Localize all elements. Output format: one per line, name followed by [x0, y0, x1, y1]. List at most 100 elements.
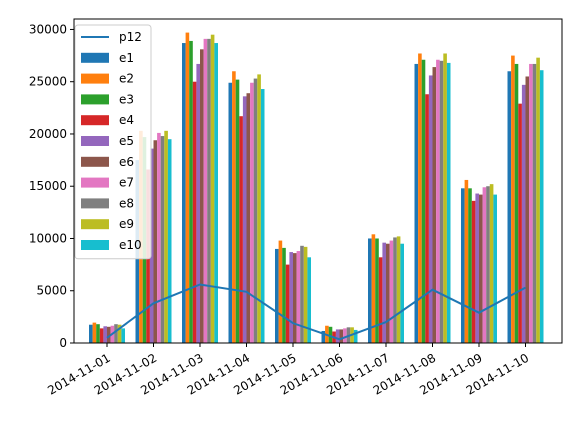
- bar-e3-2014-11-09: [468, 188, 472, 343]
- legend-swatch-e2: [81, 73, 109, 84]
- bar-e4-2014-11-09: [471, 200, 476, 343]
- bar-e8-2014-11-04: [253, 78, 258, 343]
- bar-e5-2014-11-05: [289, 252, 293, 343]
- bar-e2-2014-11-03: [185, 32, 190, 344]
- bar-e6-2014-11-04: [246, 93, 251, 344]
- bar-e6-2014-11-02: [153, 140, 158, 343]
- bar-e9-2014-11-07: [396, 236, 401, 343]
- bar-e5-2014-11-02: [149, 148, 154, 343]
- legend-swatch-e4: [81, 115, 109, 126]
- bar-e3-2014-11-03: [189, 40, 193, 343]
- bar-e4-2014-11-05: [285, 264, 290, 343]
- bar-e1-2014-11-01: [89, 324, 93, 343]
- bar-e5-2014-11-04: [242, 96, 247, 343]
- legend-swatch-e6: [81, 156, 109, 167]
- bar-e9-2014-11-08: [443, 53, 447, 344]
- bar-e5-2014-11-03: [196, 63, 200, 343]
- bar-e8-2014-11-03: [207, 38, 211, 344]
- bar-e7-2014-11-05: [296, 251, 301, 343]
- legend-label-e4: e4: [119, 113, 134, 127]
- bar-e3-2014-11-08: [421, 59, 426, 343]
- bar-e9-2014-11-09: [489, 184, 494, 343]
- bar-e8-2014-11-02: [160, 136, 165, 343]
- bar-e3-2014-11-01: [96, 324, 100, 343]
- legend-swatch-e9: [81, 219, 109, 230]
- bar-e5-2014-11-09: [475, 193, 479, 343]
- bar-e8-2014-11-05: [300, 245, 304, 343]
- bar-e1-2014-11-07: [368, 238, 372, 343]
- bar-e7-2014-11-07: [389, 240, 394, 343]
- bar-e4-2014-11-01: [99, 328, 104, 343]
- legend-label-e5: e5: [119, 134, 134, 148]
- bar-e5-2014-11-06: [335, 329, 340, 343]
- bar-e10-2014-11-06: [353, 329, 358, 343]
- legend-swatch-e7: [81, 177, 109, 188]
- bar-e7-2014-11-09: [482, 187, 487, 343]
- bar-e6-2014-11-03: [200, 49, 204, 344]
- bar-e2-2014-11-08: [418, 53, 422, 344]
- bar-e8-2014-11-09: [486, 186, 490, 343]
- bar-e2-2014-11-10: [511, 55, 515, 343]
- bar-e1-2014-11-05: [275, 248, 279, 343]
- axes-frame: [73, 18, 563, 344]
- bar-e10-2014-11-10: [539, 70, 544, 344]
- y-tick-label: 20000: [29, 127, 67, 141]
- bar-e10-2014-11-02: [167, 139, 172, 343]
- legend-label-e3: e3: [119, 92, 134, 106]
- bar-e7-2014-11-08: [436, 59, 440, 343]
- legend-label-e8: e8: [119, 196, 134, 210]
- bar-e1-2014-11-08: [414, 63, 419, 343]
- bar-e4-2014-11-08: [425, 94, 429, 343]
- y-tick-label: 30000: [29, 22, 67, 36]
- bar-e1-2014-11-10: [507, 71, 512, 343]
- bar-e4-2014-11-04: [239, 116, 243, 343]
- y-tick-label: 0: [59, 336, 67, 350]
- bar-e4-2014-11-03: [192, 81, 197, 344]
- bar-e10-2014-11-05: [307, 257, 311, 343]
- legend-label-e10: e10: [119, 238, 142, 252]
- legend-label-e1: e1: [119, 51, 134, 65]
- bar-e4-2014-11-07: [378, 257, 383, 343]
- bar-e1-2014-11-04: [228, 82, 233, 343]
- bar-e6-2014-11-05: [293, 253, 297, 343]
- bar-e10-2014-11-07: [400, 243, 404, 343]
- bar-e8-2014-11-10: [532, 63, 537, 343]
- legend-swatch-e5: [81, 136, 109, 146]
- bar-e3-2014-11-05: [282, 247, 286, 343]
- bar-e8-2014-11-01: [114, 324, 118, 343]
- bar-e9-2014-11-02: [164, 130, 168, 343]
- bar-e10-2014-11-03: [214, 43, 218, 343]
- bar-e6-2014-11-10: [525, 76, 530, 343]
- bar-e6-2014-11-01: [107, 326, 111, 343]
- legend: p12 e1 e2 e3 e4 e5 e6 e7 e8 e9 e10: [74, 24, 152, 260]
- bar-e1-2014-11-09: [461, 188, 465, 343]
- bar-e2-2014-11-04: [232, 71, 236, 343]
- bar-e5-2014-11-08: [428, 75, 433, 343]
- bar-e9-2014-11-01: [117, 324, 122, 343]
- bar-e8-2014-11-08: [439, 60, 444, 344]
- bar-e10-2014-11-08: [446, 62, 451, 344]
- bar-e5-2014-11-01: [103, 326, 107, 343]
- y-tick-label: 15000: [29, 179, 67, 193]
- y-axis: 0 5000 10000 15000 20000 25000 30000: [29, 22, 74, 350]
- bar-e2-2014-11-01: [92, 322, 97, 343]
- bar-e7-2014-11-02: [157, 132, 161, 343]
- bar-e10-2014-11-04: [260, 89, 265, 343]
- bar-e3-2014-11-10: [514, 63, 519, 343]
- bar-e3-2014-11-06: [328, 326, 333, 343]
- bar-e6-2014-11-09: [479, 194, 483, 343]
- bar-e9-2014-11-04: [257, 74, 261, 343]
- bar-e6-2014-11-06: [339, 329, 344, 343]
- bar-e2-2014-11-09: [464, 179, 469, 343]
- bar-e1-2014-11-03: [182, 43, 186, 343]
- bar-e5-2014-11-10: [521, 84, 526, 343]
- bar-e5-2014-11-07: [382, 242, 386, 343]
- bar-e6-2014-11-08: [432, 67, 437, 343]
- bar-e10-2014-11-01: [121, 328, 125, 343]
- line-p12: [106, 283, 526, 341]
- bar-e2-2014-11-07: [371, 234, 376, 343]
- y-tick-label: 5000: [36, 284, 67, 298]
- bar-e10-2014-11-09: [493, 194, 497, 343]
